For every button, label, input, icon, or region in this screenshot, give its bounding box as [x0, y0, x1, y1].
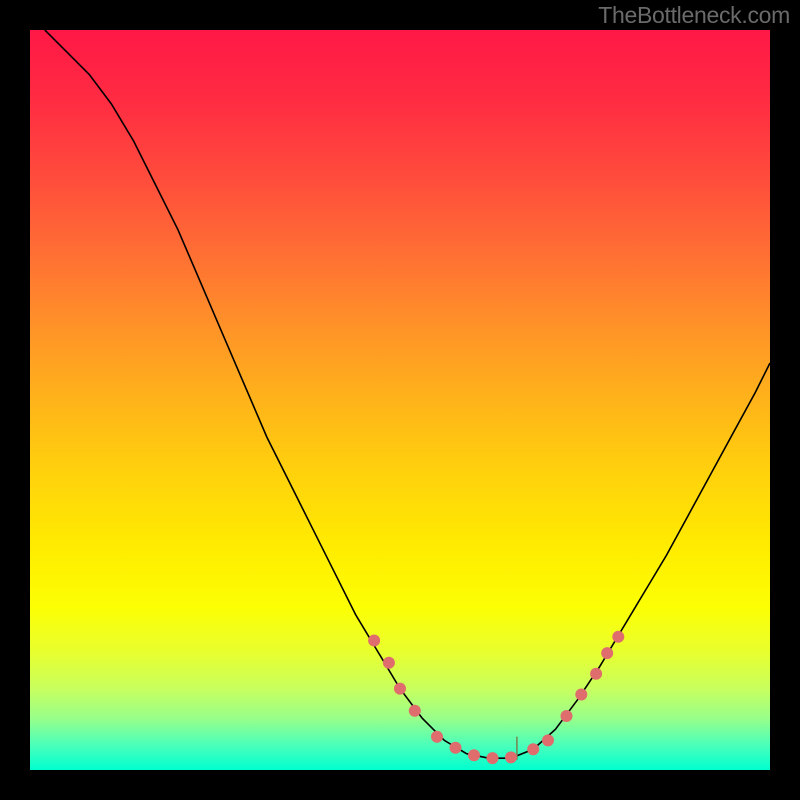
- marker-dot: [575, 689, 587, 701]
- marker-dot: [601, 647, 613, 659]
- marker-dot: [561, 710, 573, 722]
- marker-dot: [368, 635, 380, 647]
- marker-dot: [487, 752, 499, 764]
- marker-dot: [409, 705, 421, 717]
- marker-dot: [542, 734, 554, 746]
- marker-dot: [505, 751, 517, 763]
- bottleneck-chart: [0, 0, 800, 800]
- marker-dot: [431, 731, 443, 743]
- marker-dot: [383, 657, 395, 669]
- watermark-text: TheBottleneck.com: [598, 2, 790, 29]
- marker-dot: [527, 743, 539, 755]
- plot-background: [30, 30, 770, 770]
- marker-dot: [468, 749, 480, 761]
- marker-dot: [590, 668, 602, 680]
- marker-dot: [612, 631, 624, 643]
- marker-dot: [450, 742, 462, 754]
- marker-dot: [394, 683, 406, 695]
